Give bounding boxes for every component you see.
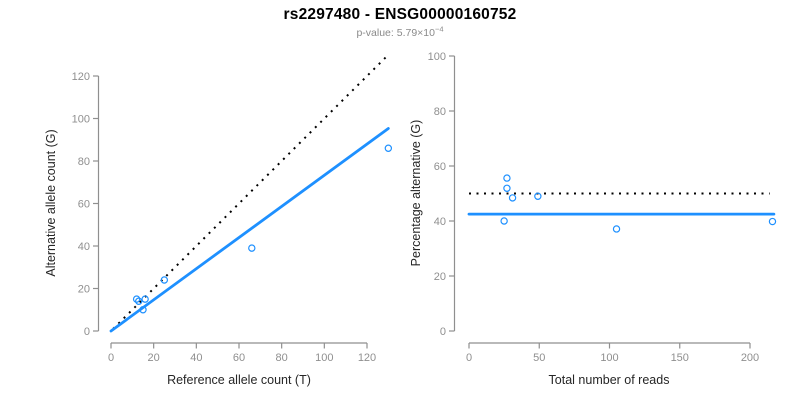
x-axis-tick-label: 20 — [148, 352, 160, 364]
x-axis-tick-label: 0 — [466, 352, 472, 364]
data-point — [612, 225, 621, 233]
data-point — [503, 174, 511, 182]
y-axis-tick-label: 20 — [434, 271, 446, 283]
identity-line — [112, 56, 387, 330]
y-axis-tick-label: 100 — [72, 113, 90, 125]
data-point — [503, 184, 511, 192]
x-axis-tick-label: 120 — [358, 352, 376, 364]
y-axis-tick-label: 100 — [428, 51, 446, 63]
y-axis-tick-label: 60 — [434, 161, 446, 173]
allele-counts-panel: 0 20 40 60 80 100 120 0 20 40 60 80 100 120 Reference … — [44, 56, 393, 387]
x-axis-title: Total number of reads — [549, 373, 670, 387]
x-axis-tick-label: 50 — [533, 352, 545, 364]
data-point — [248, 244, 256, 252]
data-point — [135, 297, 143, 305]
data-point — [508, 194, 517, 202]
x-axis-tick-label: 100 — [600, 352, 618, 364]
y-axis-tick-label: 80 — [78, 156, 90, 168]
y-axis-title: Alternative allele count (G) — [44, 129, 58, 276]
data-point — [534, 192, 542, 200]
y-axis-tick-label: 20 — [78, 283, 90, 295]
percentage-panel: 0 20 40 60 80 100 0 50 100 150 200 Total number of … — [409, 51, 777, 387]
data-point — [141, 295, 149, 303]
data-point — [132, 295, 141, 303]
y-axis-tick-label: 60 — [78, 198, 90, 210]
y-axis-title: Percentage alternative (G) — [409, 120, 423, 267]
fit-line — [109, 127, 390, 333]
data-point — [139, 306, 147, 314]
x-axis-tick-label: 80 — [276, 352, 288, 364]
y-axis-tick-label: 40 — [78, 241, 90, 253]
y-axis-tick-label: 0 — [84, 326, 90, 338]
x-axis-tick-label: 40 — [190, 352, 202, 364]
x-axis-tick-label: 0 — [108, 352, 114, 364]
x-axis-tick-label: 150 — [671, 352, 689, 364]
x-axis-tick-label: 100 — [315, 352, 333, 364]
x-axis-title: Reference allele count (T) — [167, 373, 311, 387]
data-point — [160, 276, 169, 284]
y-axis-tick-label: 40 — [434, 216, 446, 228]
data-point — [500, 217, 508, 225]
y-axis-tick-label: 80 — [434, 106, 446, 118]
x-axis-tick-label: 60 — [233, 352, 245, 364]
data-point — [384, 144, 393, 152]
y-axis-tick-label: 0 — [440, 326, 446, 338]
data-point — [768, 217, 777, 226]
y-axis-tick-label: 120 — [72, 71, 90, 83]
x-axis-tick-label: 200 — [741, 352, 759, 364]
